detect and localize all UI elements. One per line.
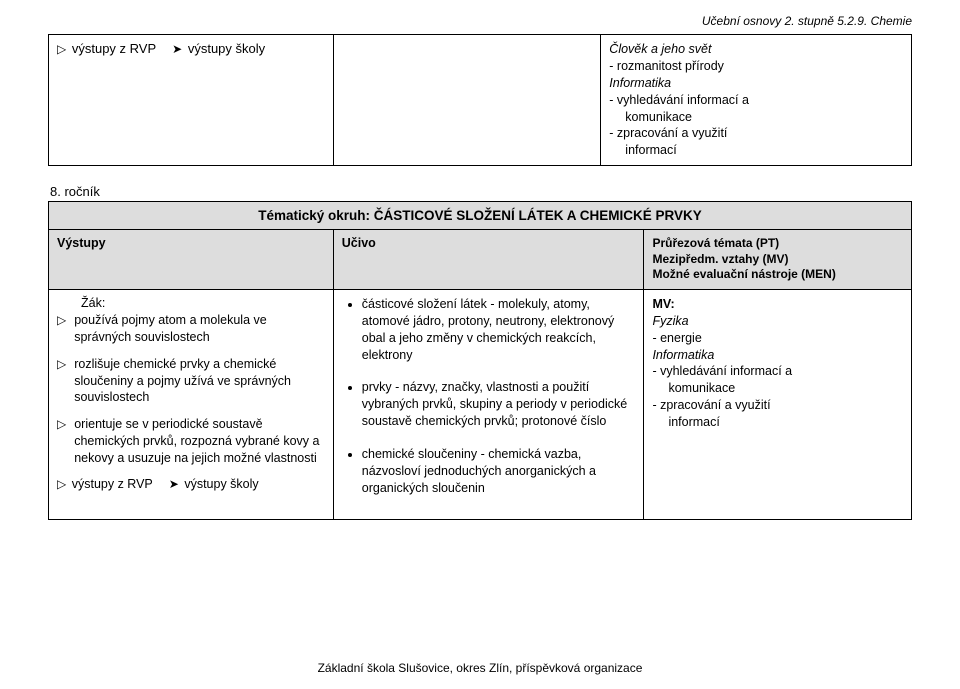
cell-mv: MV: Fyzika - energie Informatika - vyhle… [644,289,912,519]
mv-line2: - energie [652,330,903,347]
vystupy-item-3: ▷ orientuje se v periodické soustavě che… [57,416,325,467]
ucivo-item-3: chemické sloučeniny - chemická vazba, ná… [362,446,636,497]
cell-vystupy: Žák: ▷ používá pojmy atom a molekula ve … [49,289,334,519]
cell-ucivo: částicové složení látek - molekuly, atom… [333,289,644,519]
page-footer: Základní škola Slušovice, okres Zlín, př… [0,661,960,675]
top-col1: ▷ výstupy z RVP ➤ výstupy školy [49,35,334,166]
page-header-path: Učební osnovy 2. stupně 5.2.9. Chemie [48,14,912,28]
skoly-label: ➤ výstupy školy [172,41,265,56]
top-col3-line6: - zpracování a využití [609,125,903,142]
top-col3-line2: - rozmanitost přírody [609,58,903,75]
th3-line1: Průřezová témata (PT) [652,236,903,252]
vystupy-rvp-label: ▷ výstupy z RVP [57,477,153,491]
grade-label: 8. ročník [50,184,912,199]
mv-line6: - zpracování a využití [652,397,903,414]
top-col3-line4: - vyhledávání informací a [609,92,903,109]
top-col2-empty [333,35,601,166]
top-col3-line5: komunikace [609,109,903,126]
rvp-label: ▷ výstupy z RVP [57,41,156,56]
ucivo-item-2: prvky - názvy, značky, vlastnosti a použ… [362,379,636,430]
section-title: Tématický okruh: ČÁSTICOVÉ SLOŽENÍ LÁTEK… [48,201,912,229]
mv-line1: Fyzika [652,313,903,330]
th-ucivo: Učivo [333,230,644,290]
main-table: Výstupy Učivo Průřezová témata (PT) Mezi… [48,229,912,520]
mv-line5: komunikace [652,380,903,397]
top-col3-line1: Člověk a jeho svět [609,41,903,58]
vystupy-skoly-label: ➤ výstupy školy [169,477,259,491]
mv-line4: - vyhledávání informací a [652,363,903,380]
th-vystupy: Výstupy [49,230,334,290]
mv-line7: informací [652,414,903,431]
mv-line3: Informatika [652,347,903,364]
zak-label: Žák: [57,296,325,310]
top-col3-line7: informací [609,142,903,159]
vystupy-item-1: ▷ používá pojmy atom a molekula ve správ… [57,312,325,346]
top-table: ▷ výstupy z RVP ➤ výstupy školy Člověk a… [48,34,912,166]
th3-line2: Mezipředm. vztahy (MV) [652,252,903,268]
th3-line3: Možné evaluační nástroje (MEN) [652,267,903,283]
vystupy-item-2: ▷ rozlišuje chemické prvky a chemické sl… [57,356,325,407]
th-prurezova: Průřezová témata (PT) Mezipředm. vztahy … [644,230,912,290]
mv-title: MV: [652,296,903,313]
top-col3: Člověk a jeho svět - rozmanitost přírody… [601,35,912,166]
top-col3-line3: Informatika [609,75,903,92]
ucivo-item-1: částicové složení látek - molekuly, atom… [362,296,636,364]
